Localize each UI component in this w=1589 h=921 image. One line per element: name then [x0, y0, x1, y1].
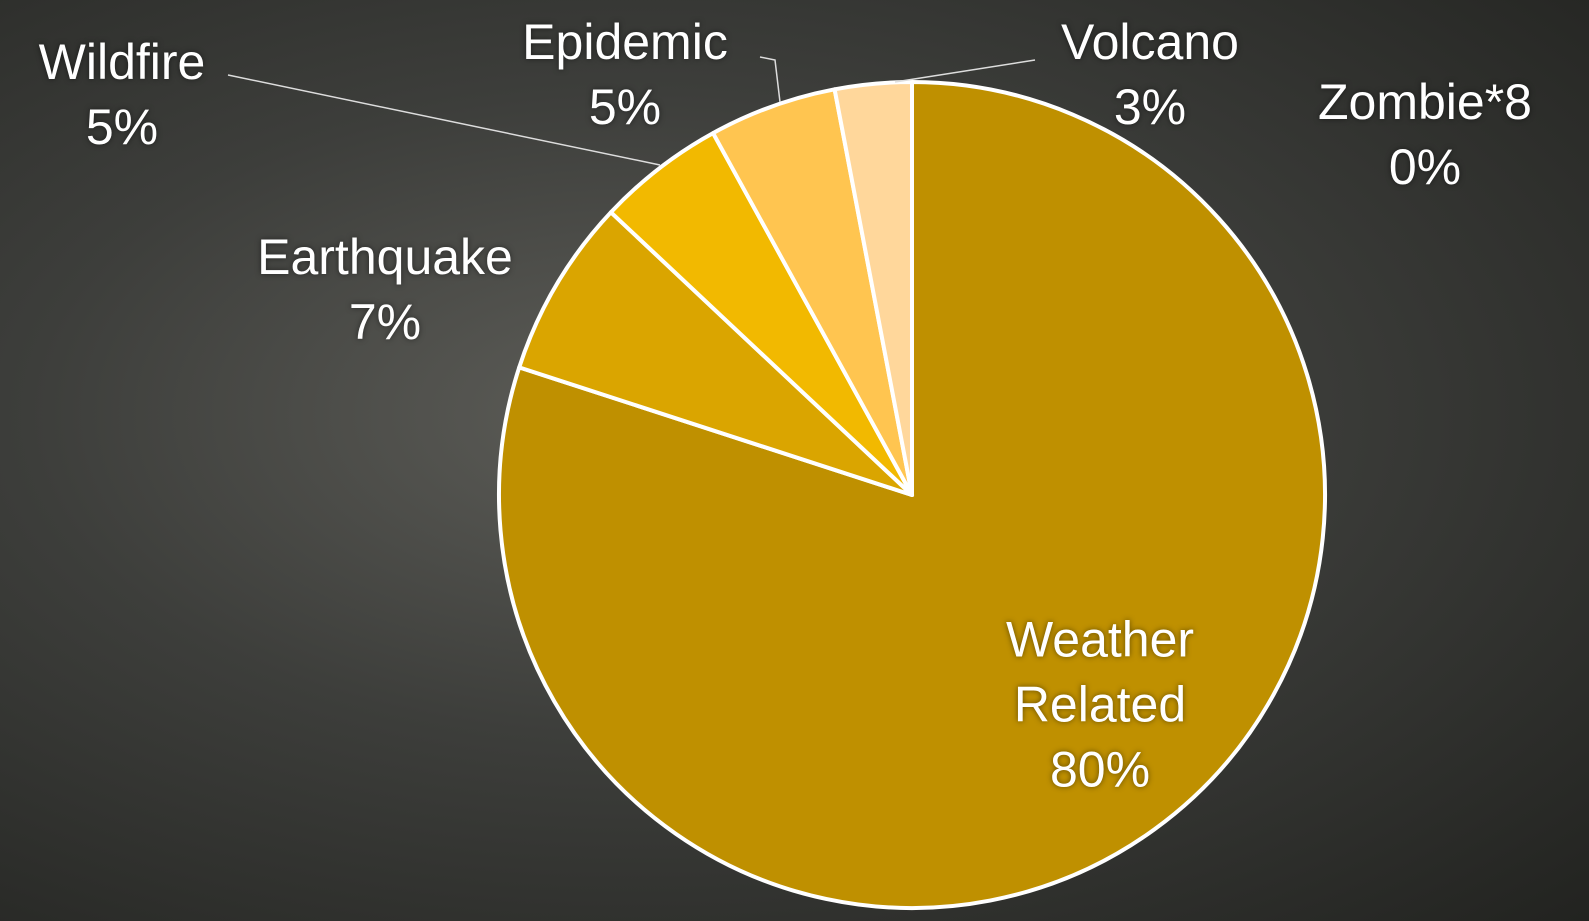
slice-label: Volcano 3% [1061, 10, 1239, 140]
slice-label: Earthquake 7% [257, 225, 513, 355]
value-label: 5% [85, 99, 159, 155]
pie-slice [517, 210, 914, 497]
category-label: Volcano [1061, 14, 1239, 70]
value-label: 5% [588, 79, 662, 135]
category-label: Earthquake [257, 229, 513, 285]
category-label: Weather Related [1005, 611, 1195, 733]
slice-label: Wildfire 5% [39, 30, 206, 160]
category-label: Wildfire [38, 34, 206, 90]
value-label: 3% [1113, 79, 1187, 135]
slice-label: Zombie*8 0% [1318, 70, 1532, 200]
slice-label: Weather Related 80% [970, 608, 1230, 803]
category-label: Epidemic [522, 14, 728, 70]
slice-label: Epidemic 5% [522, 10, 728, 140]
value-label: 80% [1049, 741, 1151, 798]
value-label: 7% [348, 294, 422, 350]
leader-line [759, 56, 781, 103]
leader-line [894, 59, 1036, 83]
value-label: 0% [1388, 139, 1462, 195]
leader-line [227, 74, 661, 166]
category-label: Zombie*8 [1318, 74, 1532, 130]
